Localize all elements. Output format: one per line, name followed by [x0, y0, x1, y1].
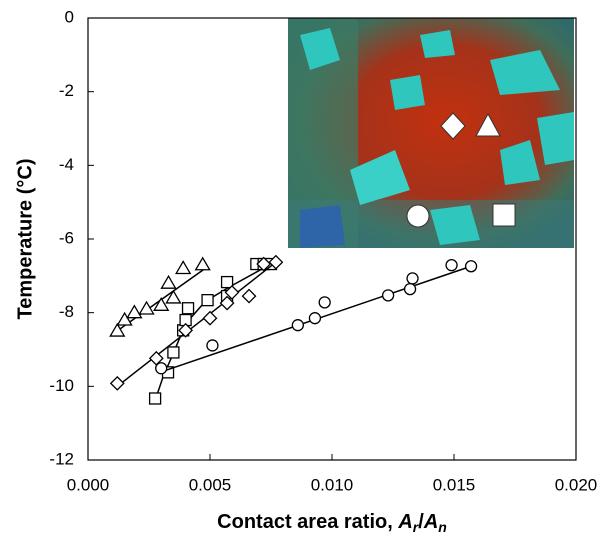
- point: [207, 340, 218, 351]
- y-tick-label: -12: [49, 449, 74, 468]
- point: [202, 295, 213, 306]
- point: [383, 290, 394, 301]
- y-tick-label: -4: [59, 155, 74, 174]
- y-tick-label: -10: [49, 376, 74, 395]
- point: [140, 302, 154, 314]
- point: [196, 258, 210, 270]
- y-tick-label: 0: [65, 7, 74, 26]
- x-title-part: A: [423, 511, 438, 533]
- point: [243, 290, 256, 303]
- point: [309, 313, 320, 324]
- point: [176, 261, 190, 273]
- point: [466, 261, 477, 272]
- x-tick-label: 0.005: [189, 475, 232, 494]
- point: [168, 347, 179, 358]
- point: [166, 291, 180, 303]
- chart: Temperature (°C) Contact area ratio, Ar/…: [0, 0, 606, 542]
- y-axis-title: Temperature (°C): [14, 159, 36, 320]
- y-tick-label: -6: [59, 228, 74, 247]
- point: [222, 277, 233, 288]
- point: [446, 260, 457, 271]
- point: [110, 324, 124, 336]
- point: [154, 298, 168, 310]
- x-title-part: A: [397, 511, 412, 533]
- point: [150, 393, 161, 404]
- point: [407, 273, 418, 284]
- point: [292, 320, 303, 331]
- point: [405, 284, 416, 295]
- x-tick-label: 0.000: [67, 475, 110, 494]
- point: [111, 377, 124, 390]
- x-axis-title: Contact area ratio, Ar/An: [217, 511, 447, 534]
- point: [156, 363, 167, 374]
- x-tick-label: 0.015: [433, 475, 476, 494]
- page: Temperature (°C) Contact area ratio, Ar/…: [0, 0, 606, 542]
- x-title-part: n: [438, 519, 447, 535]
- point: [204, 312, 217, 325]
- point: [319, 297, 330, 308]
- x-tick-label: 0.010: [311, 475, 354, 494]
- x-title-part: Contact area ratio,: [217, 511, 398, 533]
- fit-line: [117, 262, 276, 386]
- inset-image: [288, 18, 574, 248]
- x-tick-label: 0.020: [555, 475, 598, 494]
- y-tick-label: -8: [59, 302, 74, 321]
- point: [127, 306, 141, 318]
- point: [162, 276, 176, 288]
- y-tick-label: -2: [59, 81, 74, 100]
- point: [183, 303, 194, 314]
